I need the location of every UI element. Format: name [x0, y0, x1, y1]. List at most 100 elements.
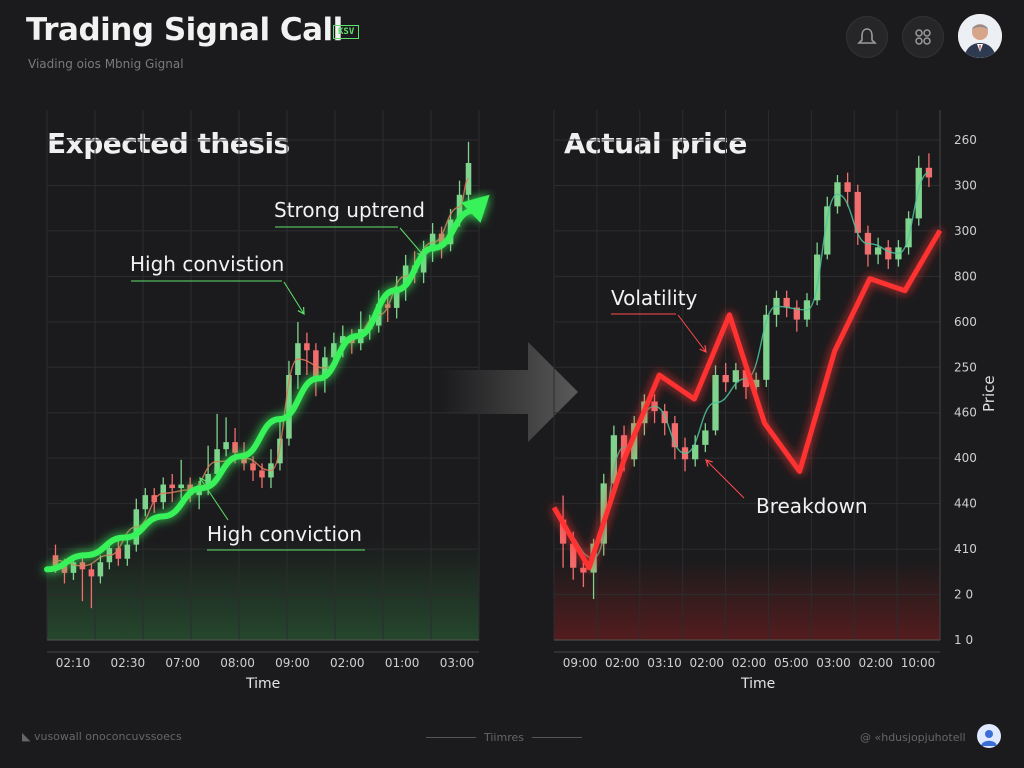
- left-chart-title: Expected thesis: [47, 127, 290, 160]
- candle-body: [393, 286, 400, 308]
- candle-body: [115, 548, 122, 559]
- moving-average-line: [55, 178, 470, 567]
- footer-avatar[interactable]: [977, 724, 1001, 748]
- x-tick-label: 05:00: [774, 656, 809, 670]
- x-tick-label: 03:10: [647, 656, 682, 670]
- candle-body: [178, 484, 184, 489]
- candle-body: [813, 254, 821, 301]
- candle-body: [196, 488, 202, 496]
- footer-divider: [426, 737, 476, 738]
- x-tick-label: 02:00: [689, 656, 724, 670]
- x-tick-label: 03:00: [816, 656, 851, 670]
- candle-body: [205, 473, 211, 489]
- y-tick-label: 250: [954, 360, 977, 374]
- page-title: Trading Signal Call: [26, 12, 343, 48]
- footer-icon: ◣: [22, 730, 34, 743]
- y-tick-label: 410: [954, 542, 977, 556]
- annotation-arrowhead: [297, 306, 305, 316]
- candle-body: [151, 495, 158, 503]
- x-tick-label: 02:00: [605, 656, 640, 670]
- candle-body: [844, 182, 851, 192]
- candle-body: [854, 191, 861, 233]
- footer-divider: [532, 737, 582, 738]
- y-tick-label: 460: [954, 406, 977, 420]
- candle-body: [331, 343, 337, 358]
- y-tick-label: 1 0: [954, 633, 973, 647]
- x-tick-label: 02:00: [330, 656, 365, 670]
- candle-body: [313, 350, 319, 379]
- moving-average-line: [562, 171, 930, 559]
- x-tick-label: 02:00: [732, 656, 767, 670]
- candle-body: [340, 336, 346, 344]
- candle-body: [692, 444, 699, 460]
- candle-body: [70, 562, 77, 573]
- footer-right-text: @ «hdusjopjuhotell: [860, 731, 966, 744]
- candle-body: [722, 375, 729, 383]
- candle-body: [824, 206, 831, 255]
- candle-body: [286, 375, 292, 439]
- page-subtitle: Viading oios Mbnig Gignal: [28, 57, 184, 71]
- x-tick-label: 01:00: [385, 656, 420, 670]
- candle-body: [250, 463, 256, 471]
- candle-body: [702, 430, 709, 445]
- y-tick-label: 300: [954, 178, 977, 192]
- candle-body: [580, 567, 587, 573]
- right-y-axis-label: Price: [980, 375, 998, 412]
- annotation-high-conviction: High conviction: [207, 522, 362, 546]
- candle-body: [610, 435, 618, 484]
- candle-body: [124, 544, 131, 559]
- annotation-leader: [705, 459, 745, 499]
- annotation-arrowhead: [705, 459, 713, 467]
- x-tick-label: 02:10: [56, 656, 91, 670]
- x-tick-label: 03:00: [440, 656, 475, 670]
- y-tick-label: 400: [954, 451, 977, 465]
- x-tick-label: 10:00: [901, 656, 936, 670]
- apps-button[interactable]: [902, 16, 944, 58]
- footer-center-label: Tiimres: [484, 731, 524, 744]
- right-x-axis-label: Time: [741, 676, 776, 692]
- candle-body: [793, 307, 800, 320]
- candle-body: [671, 423, 679, 448]
- x-tick-label: 07:00: [165, 656, 200, 670]
- candle-body: [259, 470, 265, 478]
- annotation-breakdown: Breakdown: [756, 494, 868, 518]
- y-tick-label: 300: [954, 224, 977, 238]
- annotation-high-convistion: High convistion: [130, 252, 284, 276]
- footer-left-label: vusowall onoconcuvssoecs: [33, 730, 182, 743]
- avatar[interactable]: [958, 14, 1002, 58]
- y-tick-label: 800: [954, 269, 977, 283]
- grid-icon: [915, 29, 931, 45]
- annotation-volatility: Volatility: [611, 286, 698, 310]
- right-floor-glow: [554, 560, 940, 640]
- annotation-leader: [283, 281, 305, 315]
- candle-body: [169, 484, 175, 489]
- x-tick-label: 02:30: [111, 656, 146, 670]
- annotation-leader: [677, 314, 707, 353]
- left-x-axis-label: Time: [246, 676, 281, 692]
- candle-body: [420, 251, 427, 273]
- right-chart-title: Actual price: [564, 127, 747, 160]
- candle-body: [438, 233, 445, 245]
- footer-left-text: ◣ vusowall onoconcuvssoecs: [22, 730, 182, 743]
- status-badge: KSV: [333, 25, 360, 39]
- candle-body: [88, 569, 95, 577]
- candle-body: [885, 247, 892, 260]
- x-tick-label: 09:00: [275, 656, 310, 670]
- candle-body: [732, 370, 739, 383]
- x-tick-label: 09:00: [563, 656, 598, 670]
- alert-button[interactable]: [846, 16, 888, 58]
- candle-body: [61, 565, 68, 573]
- y-tick-label: 440: [954, 497, 977, 511]
- candle-body: [753, 379, 760, 388]
- candle-body: [142, 495, 149, 510]
- y-tick-label: 260: [954, 133, 977, 147]
- user-icon: [981, 730, 997, 746]
- footer-center: Tiimres: [426, 731, 582, 744]
- candle-body: [905, 218, 912, 248]
- annotation-strong-uptrend: Strong uptrend: [274, 198, 425, 222]
- candle-body: [97, 562, 104, 577]
- trend-arrowhead: [461, 194, 490, 223]
- annotation-arrowhead: [699, 344, 707, 353]
- trend-line: [551, 229, 943, 571]
